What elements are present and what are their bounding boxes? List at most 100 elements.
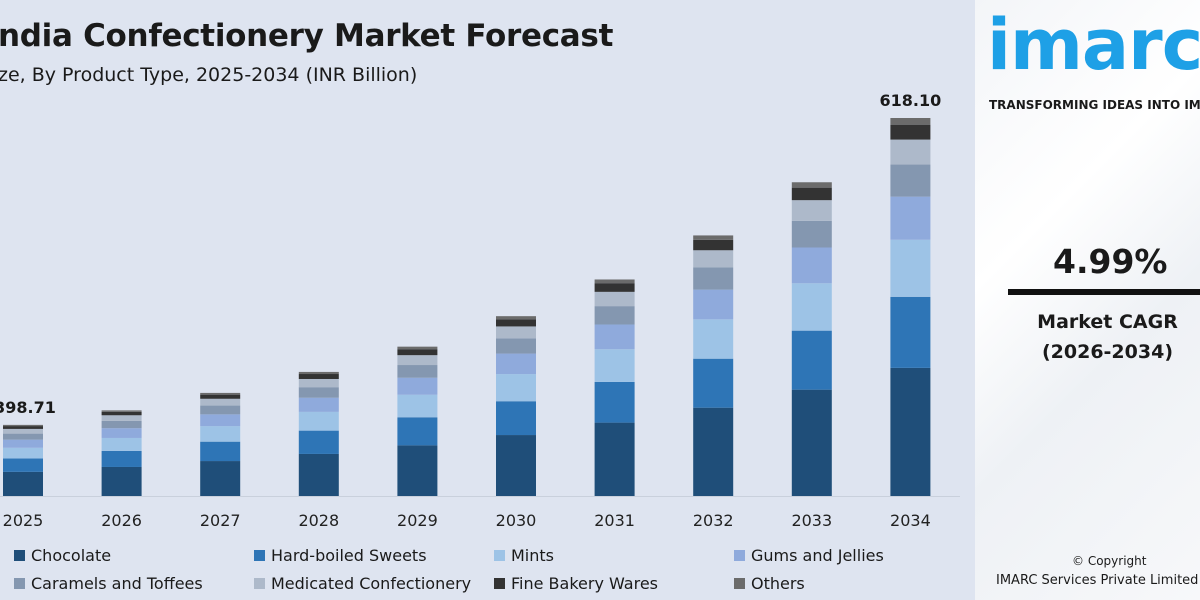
bar-segment-chocolate-2028 <box>298 453 339 496</box>
bar-segment-medicated-confectionery-2029 <box>397 355 438 366</box>
bar-segment-others-2025 <box>3 424 43 427</box>
x-tick-label: 2030 <box>496 511 537 530</box>
bar-segment-gums-and-jellies-2031 <box>594 324 635 350</box>
bar-segment-fine-bakery-wares-2026 <box>101 411 142 416</box>
bar-segment-gums-and-jellies-2034 <box>890 196 931 240</box>
legend-label: Gums and Jellies <box>751 546 884 565</box>
bar-segment-medicated-confectionery-2031 <box>594 291 635 307</box>
bar-segment-others-2034 <box>890 118 931 125</box>
bar-segment-hard-boiled-sweets-2026 <box>101 450 142 467</box>
legend-label: Medicated Confectionery <box>271 574 472 593</box>
legend-swatch <box>494 578 505 589</box>
bar-segment-gums-and-jellies-2026 <box>101 428 142 438</box>
bar-segment-fine-bakery-wares-2031 <box>594 283 635 292</box>
bar-segment-others-2026 <box>101 410 142 412</box>
legend-label: Mints <box>511 546 554 565</box>
bar-segment-chocolate-2026 <box>101 466 142 496</box>
x-tick-label: 2027 <box>200 511 241 530</box>
cagr-label: Market CAGR (2026-2034) <box>975 307 1200 367</box>
bar-segment-medicated-confectionery-2027 <box>200 398 241 406</box>
legend-swatch <box>14 550 25 561</box>
bar-segment-mints-2025 <box>3 447 43 459</box>
bar-segment-caramels-and-toffees-2025 <box>3 433 43 440</box>
bar-segment-caramels-and-toffees-2030 <box>496 338 536 354</box>
legend-label: Caramels and Toffees <box>31 574 203 593</box>
bar-segment-fine-bakery-wares-2025 <box>3 426 43 429</box>
x-tick-label: 2028 <box>298 511 339 530</box>
bar-segment-mints-2029 <box>397 394 438 418</box>
cagr-period: (2026-2034) <box>1041 341 1173 363</box>
bar-segment-mints-2027 <box>200 426 241 442</box>
bar-segment-gums-and-jellies-2027 <box>200 414 241 427</box>
bar-segment-hard-boiled-sweets-2029 <box>397 417 438 446</box>
bar-segment-medicated-confectionery-2034 <box>890 139 931 165</box>
total-label-2025: 398.71 <box>0 398 56 417</box>
legend-item: Medicated Confectionery <box>254 574 471 593</box>
bar-segment-medicated-confectionery-2030 <box>496 326 536 339</box>
bar-segment-others-2028 <box>298 371 339 375</box>
bar-segment-mints-2034 <box>890 239 931 297</box>
legend-label: Fine Bakery Wares <box>511 574 659 593</box>
stacked-bar-chart: 2025 398.71 2026 2027 2028 2029 2030 2031 2032 20… <box>0 91 960 530</box>
bar-segment-caramels-and-toffees-2028 <box>298 387 339 398</box>
divider <box>1008 289 1200 295</box>
bar-segment-caramels-and-toffees-2029 <box>397 365 438 378</box>
bar-segment-hard-boiled-sweets-2028 <box>298 430 339 454</box>
legend-item: Fine Bakery Wares <box>494 574 658 593</box>
bar-segment-hard-boiled-sweets-2031 <box>594 381 635 423</box>
legend-swatch <box>14 578 25 589</box>
bar-segment-gums-and-jellies-2025 <box>3 439 43 448</box>
x-tick-label: 2033 <box>791 511 832 530</box>
chart-area: ndia Confectionery Market Forecast ze, B… <box>0 18 960 593</box>
bar-segment-others-2029 <box>397 346 438 350</box>
bar-segment-mints-2033 <box>791 283 832 331</box>
bar-segment-fine-bakery-wares-2027 <box>200 394 241 399</box>
bar-segment-mints-2030 <box>496 374 536 402</box>
bar-segment-chocolate-2031 <box>594 422 635 496</box>
bar-segment-mints-2031 <box>594 349 635 382</box>
legend-swatch <box>734 550 745 561</box>
bar-segment-medicated-confectionery-2028 <box>298 378 339 388</box>
bar-segment-gums-and-jellies-2033 <box>791 247 832 284</box>
bar-segment-caramels-and-toffees-2032 <box>693 267 734 290</box>
bar-segment-fine-bakery-wares-2034 <box>890 124 931 140</box>
bar-segment-fine-bakery-wares-2029 <box>397 349 438 356</box>
logo-tagline: TRANSFORMING IDEAS INTO IMP <box>989 98 1200 112</box>
bar-segment-mints-2026 <box>101 437 142 451</box>
bar-segment-caramels-and-toffees-2031 <box>594 306 635 325</box>
bar-segment-fine-bakery-wares-2030 <box>496 319 536 327</box>
copyright-text: © Copyright <box>1072 554 1147 568</box>
bar-segment-caramels-and-toffees-2027 <box>200 405 241 415</box>
legend-item: Chocolate <box>14 546 111 565</box>
legend-label: Hard-boiled Sweets <box>271 546 427 565</box>
legend-label: Others <box>751 574 805 593</box>
bar-segment-medicated-confectionery-2025 <box>3 428 43 434</box>
x-tick-label: 2025 <box>3 511 44 530</box>
bar-segment-gums-and-jellies-2028 <box>298 397 339 412</box>
cagr-value: 4.99% <box>1053 242 1168 281</box>
bar-segment-caramels-and-toffees-2033 <box>791 220 832 248</box>
bar-segment-mints-2028 <box>298 411 339 431</box>
legend-label: Chocolate <box>31 546 112 565</box>
bar-segment-caramels-and-toffees-2026 <box>101 420 142 429</box>
bar-segment-others-2032 <box>693 235 734 240</box>
legend-item: Gums and Jellies <box>734 546 884 565</box>
bar-segment-hard-boiled-sweets-2025 <box>3 458 43 472</box>
bar-segment-fine-bakery-wares-2028 <box>298 374 339 379</box>
info-panel: imarc TRANSFORMING IDEAS INTO IMP 4.99% … <box>975 0 1200 600</box>
bar-segment-chocolate-2033 <box>791 389 832 496</box>
x-tick-label: 2034 <box>890 511 931 530</box>
bar-segment-gums-and-jellies-2029 <box>397 377 438 395</box>
legend-swatch <box>254 550 265 561</box>
x-tick-label: 2029 <box>397 511 438 530</box>
bar-segment-others-2030 <box>496 316 536 320</box>
bar-segment-hard-boiled-sweets-2034 <box>890 296 931 368</box>
bar-segment-caramels-and-toffees-2034 <box>890 164 931 197</box>
bar-segment-medicated-confectionery-2033 <box>791 200 832 221</box>
legend-item: Mints <box>494 546 554 565</box>
bar-segment-fine-bakery-wares-2033 <box>791 187 832 201</box>
bar-segment-mints-2032 <box>693 319 734 359</box>
bar-segment-chocolate-2034 <box>890 367 931 496</box>
legend-swatch <box>494 550 505 561</box>
legend-swatch <box>734 578 745 589</box>
